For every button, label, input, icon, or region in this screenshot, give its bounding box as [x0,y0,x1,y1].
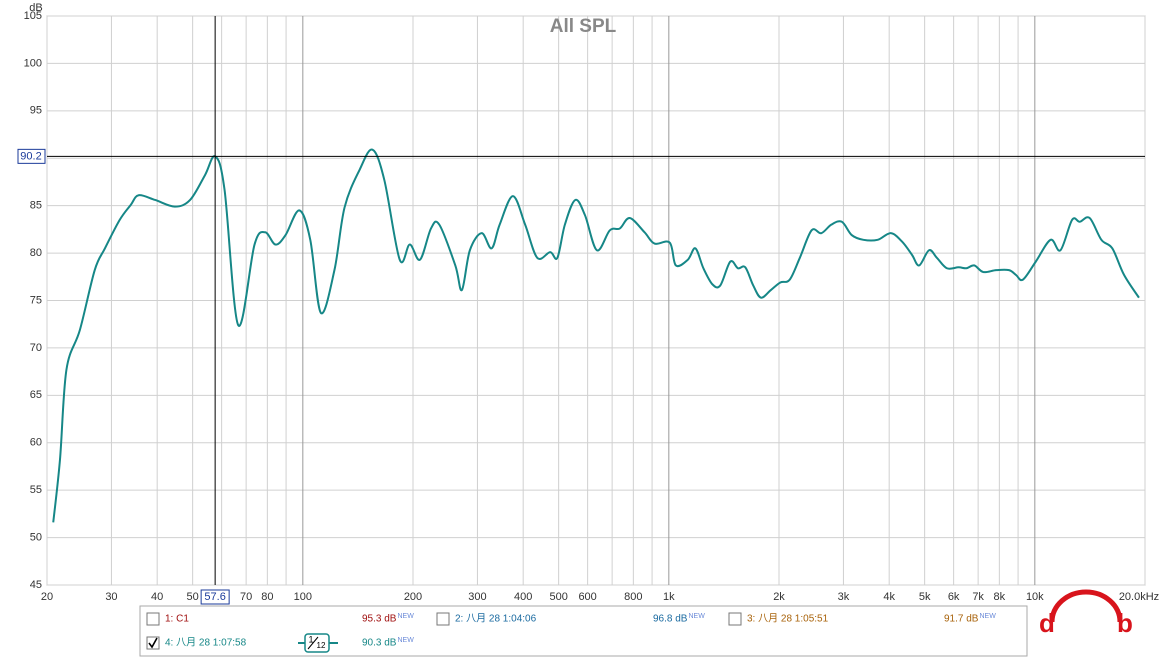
spl-trace [52,148,1140,523]
cursor-y-label: 90.2 [20,150,41,162]
x-tick-label: 800 [624,591,642,603]
x-tick-label: 3k [838,591,850,603]
trace-badge: NEW [688,613,705,620]
y-tick-label: 70 [30,342,42,354]
smoothing-num: 1 [308,634,313,644]
logo-right: b [1117,608,1133,638]
chart-title: All SPL [550,16,617,37]
y-tick-label: 65 [30,389,42,401]
traces [52,148,1140,523]
checkbox[interactable] [436,612,450,626]
trace-badge: NEW [397,637,414,644]
trace-level: 96.8 dB [653,614,688,625]
y-tick-label: 75 [30,294,42,306]
cursor-y-box [17,148,46,164]
y-unit: dB [29,2,42,14]
x-tick-label: 7k [972,591,984,603]
legend-panel [139,605,1028,657]
x-tick-label: 500 [549,591,567,603]
checkmark [148,637,158,649]
y-tick-label: 100 [24,57,42,69]
smoothing-den: 12 [317,641,326,650]
x-tick-label: 1k [663,591,675,603]
trace-badge: NEW [397,613,414,620]
x-tick-label: 40 [151,591,163,603]
x-tick-label: 4k [883,591,895,603]
x-tick-label: 10k [1026,591,1044,603]
x-tick-label: 100 [294,591,312,603]
y-tick-label: 50 [30,531,42,543]
grid [46,15,1146,586]
trace-label: 2: 八月 28 1:04:06 [455,613,537,625]
y-tick-label: 55 [30,484,42,496]
y-tick-label: 45 [30,579,42,591]
x-tick-label: 2k [773,591,785,603]
y-tick-label: 85 [30,200,42,212]
checkbox[interactable] [728,612,742,626]
y-tick-label: 95 [30,105,42,117]
y-tick-label: 80 [30,247,42,259]
y-tick-label: 60 [30,437,42,449]
panel: 1: C1 95.3 dB NEW 2: 八月 28 1:04:06 96.8 dB NE… [146,612,996,653]
x-tick-label: 70 [240,591,252,603]
x-tick-label: 50 [187,591,199,603]
trace-level: 91.7 dB [944,614,979,625]
x-tick-label: 80 [261,591,273,603]
trace-badge: NEW [979,613,996,620]
checkbox[interactable] [146,612,160,626]
x-tick-label: 20.0kHz [1119,591,1159,603]
x-tick-label: 400 [514,591,532,603]
logo: d b [1039,589,1133,638]
smoothing-box [304,633,330,653]
x-tick-label: 20 [41,591,53,603]
y-tick-label: 105 [24,10,42,22]
x-tick-label: 6k [948,591,960,603]
trace-level: 95.3 dB [362,614,397,625]
logo-arc [1049,589,1123,623]
logo-left: d [1039,608,1055,638]
x-tick-label: 5k [919,591,931,603]
smoothing-slash [307,636,319,650]
x-tick-label: 200 [404,591,422,603]
trace-label: 1: C1 [165,614,189,625]
cursor-x-box [200,589,230,605]
x-tick-label: 600 [578,591,596,603]
x-tick-label: 8k [994,591,1006,603]
trace-level: 90.3 dB [362,638,397,649]
trace-label: 3: 八月 28 1:05:51 [747,613,829,625]
x-tick-label: 300 [468,591,486,603]
cursor-x-label: 57.6 [204,591,225,603]
trace-label: 4: 八月 28 1:07:58 [165,637,247,649]
x-tick-label: 30 [105,591,117,603]
